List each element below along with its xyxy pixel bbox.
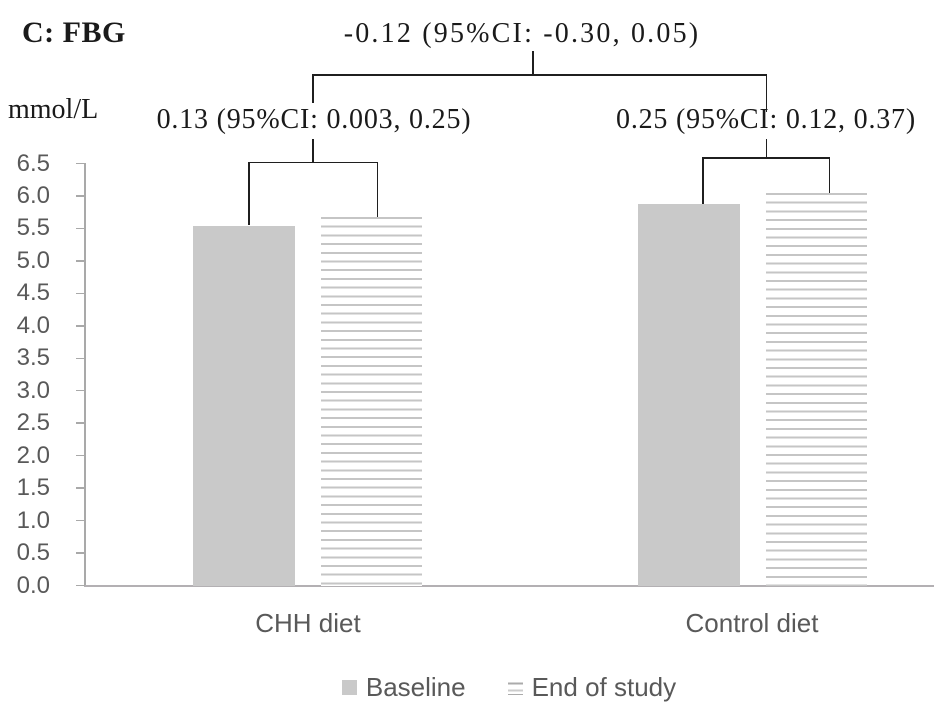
y-tick xyxy=(76,584,85,587)
legend-label-end-of-study: End of study xyxy=(531,672,677,702)
y-tick xyxy=(76,422,85,424)
bracket-chh-connector xyxy=(312,139,314,163)
legend-item-baseline: Baseline xyxy=(341,672,466,702)
y-tick xyxy=(76,552,85,554)
y-tick-label: 0.0 xyxy=(16,571,50,599)
bracket-control-connector xyxy=(765,139,767,158)
y-tick-label: 3.5 xyxy=(16,344,50,372)
bracket-overall-left-drop xyxy=(312,74,314,103)
y-tick-label: 5.5 xyxy=(16,214,50,242)
baseline-swatch-icon xyxy=(341,679,357,695)
bar-control-end-of-study xyxy=(766,193,867,586)
x-axis-line xyxy=(84,585,934,587)
panel-title: C: FBG xyxy=(22,16,126,49)
legend-label-baseline: Baseline xyxy=(365,672,466,702)
y-tick-label: 2.0 xyxy=(16,441,50,469)
bracket-control-left-drop xyxy=(702,157,704,204)
y-tick-label: 0.5 xyxy=(16,539,50,567)
bracket-chh-left-drop xyxy=(248,161,250,225)
legend-item-end-of-study: End of study xyxy=(507,672,677,702)
y-tick-label: 2.5 xyxy=(16,409,50,437)
y-tick xyxy=(76,357,85,360)
category-label-chh-diet: CHH diet xyxy=(255,608,361,638)
y-tick xyxy=(76,292,85,295)
bracket-chh-right-drop xyxy=(376,161,378,217)
y-tick-label: 6.5 xyxy=(16,149,50,177)
y-tick xyxy=(76,487,85,489)
y-tick xyxy=(76,519,85,522)
y-tick-label: 4.0 xyxy=(16,311,50,339)
bracket-chh-horizontal xyxy=(248,161,378,163)
y-tick-label: 1.5 xyxy=(16,474,50,502)
annotation-chh-difference: 0.13 (95%CI: 0.003, 0.25) xyxy=(156,104,472,135)
y-tick xyxy=(76,325,85,327)
y-axis-line xyxy=(84,163,86,587)
end-of-study-swatch-icon xyxy=(507,679,523,695)
y-tick xyxy=(76,260,85,262)
category-label-control-diet: Control diet xyxy=(685,608,819,638)
y-tick-label: 5.0 xyxy=(16,246,50,274)
legend: Baseline End of study xyxy=(84,674,934,700)
y-tick xyxy=(76,195,85,197)
y-tick-label: 1.0 xyxy=(16,506,50,534)
bracket-overall-connector xyxy=(532,51,534,75)
annotation-overall-difference: -0.12 (95%CI: -0.30, 0.05) xyxy=(343,18,701,49)
bracket-overall-right-drop xyxy=(765,74,767,112)
bar-chh-end-of-study xyxy=(321,217,422,586)
y-tick xyxy=(76,227,85,230)
y-tick-label: 4.5 xyxy=(16,279,50,307)
y-tick xyxy=(76,162,85,165)
y-tick-label: 3.0 xyxy=(16,376,50,404)
y-tick xyxy=(76,389,85,392)
bracket-overall-horizontal xyxy=(312,74,767,76)
y-axis-unit-label: mmol/L xyxy=(8,94,99,125)
y-tick xyxy=(76,454,85,457)
bar-control-baseline xyxy=(638,204,740,586)
bar-chh-baseline xyxy=(193,225,295,586)
bracket-control-right-drop xyxy=(828,157,830,193)
bracket-control-horizontal xyxy=(702,157,830,159)
y-tick-label: 6.0 xyxy=(16,181,50,209)
